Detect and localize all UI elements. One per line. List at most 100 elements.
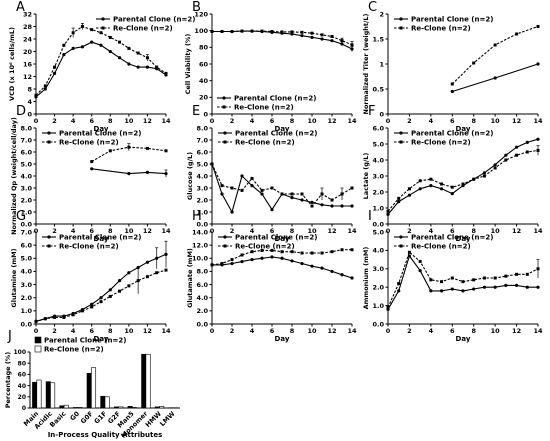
- data-point: [43, 84, 47, 88]
- data-point: [127, 172, 131, 176]
- data-point: [300, 34, 304, 38]
- y-tick-label: 4: [27, 98, 32, 106]
- x-tick-label: 10: [124, 227, 134, 235]
- x-tick-label: 14: [161, 327, 171, 335]
- data-point: [300, 30, 304, 34]
- legend-swatch: [34, 345, 42, 353]
- x-tick-label: LMW: [158, 410, 176, 428]
- x-tick-label: 4: [250, 327, 255, 335]
- data-point: [310, 264, 314, 268]
- x-tick-label: 4: [250, 227, 255, 235]
- data-point: [397, 196, 401, 200]
- data-point: [220, 192, 224, 196]
- data-point: [450, 89, 454, 94]
- y-tick-label: 80: [18, 360, 26, 367]
- data-point: [270, 30, 274, 33]
- legend-marker: [47, 140, 51, 144]
- data-point: [155, 256, 159, 260]
- y-tick-label: 8.0: [196, 268, 208, 276]
- data-point: [536, 25, 540, 28]
- data-point: [350, 204, 354, 208]
- data-point: [127, 46, 131, 50]
- y-tick-label: 1.0: [20, 208, 32, 216]
- data-point: [108, 35, 112, 39]
- y-axis-label: Glucose (g/L): [186, 152, 194, 200]
- data-point: [280, 250, 284, 254]
- data-point: [525, 272, 529, 276]
- x-tick-label: 12: [512, 327, 521, 335]
- data-point: [504, 283, 508, 287]
- legend-marker: [399, 140, 403, 144]
- series-reclone: [386, 145, 540, 213]
- data-point: [310, 200, 314, 204]
- legend-label: Parental Clone (n=2): [235, 130, 317, 138]
- legend: Parental Clone (n=2)Re-Clone (n=2): [394, 234, 493, 251]
- y-tick-label: 0: [379, 110, 384, 118]
- x-tick-label: 2: [52, 227, 57, 235]
- y-tick-label: 32: [23, 10, 32, 18]
- panel-letter: J: [7, 329, 12, 344]
- legend-label: Parental Clone (n=2): [113, 16, 195, 24]
- data-point: [340, 192, 344, 196]
- legend-label: Parental Clone (n=2): [59, 130, 141, 138]
- y-tick-label: 5.0: [20, 160, 32, 168]
- data-point: [320, 33, 324, 37]
- data-point: [482, 174, 486, 178]
- bar-parental: [154, 406, 160, 409]
- y-tick-label: 40: [18, 383, 26, 390]
- legend-label: Parental Clone (n=2): [235, 234, 317, 242]
- y-tick-label: 4.0: [196, 172, 208, 180]
- series-reclone: [34, 267, 168, 323]
- panel-letter: B: [192, 0, 201, 15]
- y-tick-label: 8: [27, 85, 32, 93]
- data-point: [504, 158, 508, 162]
- legend-marker: [223, 244, 227, 248]
- data-point: [136, 51, 140, 55]
- data-point: [418, 269, 422, 273]
- y-tick-label: 6.0: [196, 148, 208, 156]
- data-point: [440, 280, 444, 284]
- data-point: [230, 258, 234, 262]
- legend-label: Re-Clone (n=2): [235, 139, 295, 147]
- y-axis-label: Glutamine (mM): [10, 248, 18, 307]
- x-tick-label: 2: [230, 327, 235, 335]
- x-axis-label: Day: [456, 125, 471, 133]
- y-tick-label: 0: [27, 110, 32, 118]
- y-tick-label: 1.0: [196, 208, 208, 216]
- legend-marker: [101, 17, 105, 21]
- panel-letter: A: [16, 0, 25, 15]
- bar-parental: [59, 405, 65, 409]
- data-point: [250, 29, 254, 33]
- series-reclone: [386, 250, 540, 309]
- x-tick-label: 10: [307, 327, 317, 335]
- y-tick-label: 1.0: [20, 307, 32, 315]
- x-tick-label: 4: [71, 327, 76, 335]
- data-point: [340, 273, 344, 277]
- data-point: [300, 198, 304, 202]
- data-point: [439, 187, 444, 191]
- x-tick-label: 6: [270, 227, 275, 235]
- data-point: [493, 163, 497, 167]
- series-reclone: [210, 29, 354, 49]
- legend-label: Re-Clone (n=2): [59, 139, 119, 147]
- data-point: [80, 25, 84, 28]
- y-tick-label: 5.0: [372, 228, 384, 236]
- bar-reclone: [118, 406, 124, 409]
- series-reclone: [90, 143, 168, 164]
- legend-marker: [101, 26, 105, 30]
- x-axis-label: Day: [456, 235, 471, 243]
- data-point: [493, 276, 497, 280]
- series-line: [387, 251, 539, 308]
- x-tick-label: 6: [270, 327, 275, 335]
- data-point: [99, 300, 103, 304]
- y-tick-label: 4.0: [372, 247, 384, 255]
- data-point: [418, 179, 422, 183]
- x-axis-label: Day: [275, 125, 290, 133]
- x-tick-label: 8: [471, 327, 476, 335]
- x-tick-label: 8: [108, 117, 113, 125]
- data-point: [127, 145, 131, 149]
- y-tick-label: 3.0: [20, 184, 32, 192]
- data-point: [99, 31, 103, 35]
- series-line: [35, 41, 167, 98]
